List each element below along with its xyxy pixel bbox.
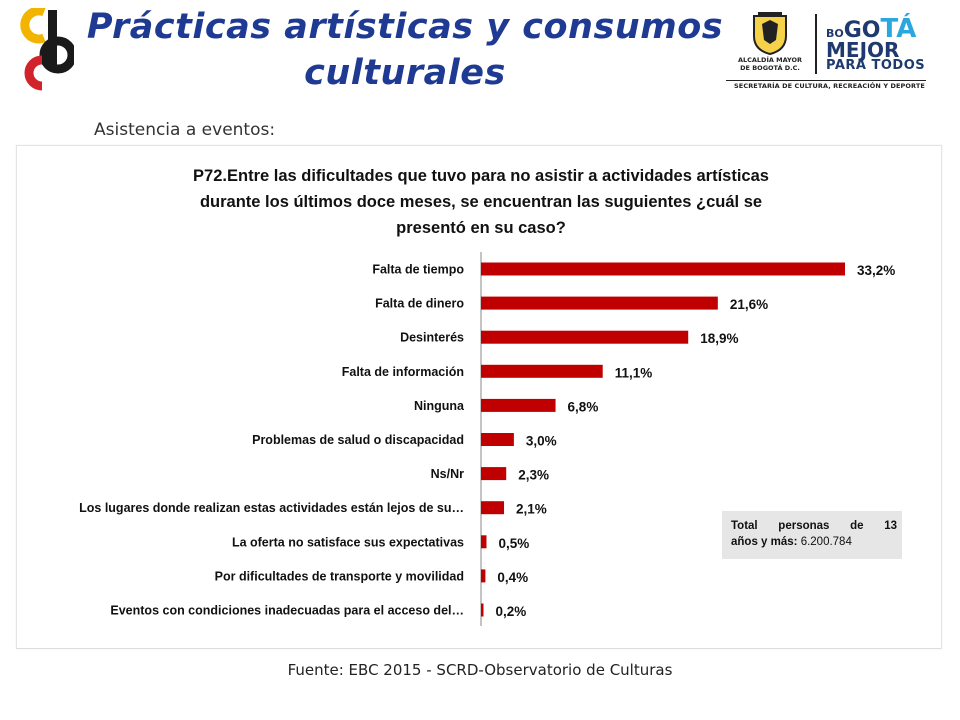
- bar: [481, 262, 845, 276]
- chart-frame: [16, 145, 942, 649]
- bar: [481, 398, 556, 412]
- chart-title-line-3: presentó en su caso?: [396, 219, 566, 237]
- alcaldia-line-1: ALCALDÍA MAYOR: [737, 56, 803, 64]
- section-subtitle: Asistencia a eventos:: [94, 120, 276, 140]
- logo-separator: [815, 14, 817, 74]
- category-label: Ninguna: [414, 399, 465, 413]
- bogota-big: GO: [843, 18, 881, 43]
- source-note: Fuente: EBC 2015 - SCRD-Observatorio de …: [287, 661, 673, 679]
- category-label: Los lugares donde realizan estas activid…: [79, 501, 464, 515]
- chart-title: P72.Entre las dificultades que tuvo para…: [126, 163, 836, 241]
- bogota-logo-text: BOGOTÁ: [826, 14, 916, 44]
- value-label: 2,1%: [516, 502, 547, 517]
- logo-divider: [726, 80, 926, 81]
- bogota-small: BO: [826, 27, 844, 40]
- bottom-rule: [16, 648, 940, 649]
- alcaldia-text: ALCALDÍA MAYOR DE BOGOTÁ D.C.: [728, 56, 812, 72]
- para-todos-text: PARA TODOS: [826, 58, 926, 73]
- bar: [481, 330, 689, 344]
- category-label: Falta de dinero: [375, 297, 464, 311]
- value-label: 18,9%: [700, 331, 738, 346]
- page-title: Prácticas artísticas y consumos cultural…: [60, 4, 750, 96]
- total-label-line-2: años y más: 6.200.784: [731, 534, 852, 550]
- mejor-text: MEJOR: [826, 38, 900, 62]
- secretaria-text: SECRETARÍA DE CULTURA, RECREACIÓN Y DEPO…: [734, 82, 925, 90]
- page-title-line-1: Prácticas artísticas y consumos: [86, 7, 724, 47]
- alcaldia-line-2: DE BOGOTÁ D.C.: [740, 64, 800, 72]
- bar: [481, 364, 603, 378]
- total-value: 6.200.784: [800, 536, 852, 548]
- value-label: 0,4%: [497, 570, 528, 585]
- bar: [481, 501, 505, 515]
- bar: [481, 467, 507, 481]
- value-label: 2,3%: [518, 468, 549, 483]
- chart-title-line-1: P72.Entre las dificultades que tuvo para…: [193, 167, 769, 185]
- page-title-line-2: culturales: [304, 53, 506, 93]
- value-label: 33,2%: [857, 263, 895, 278]
- bar: [481, 433, 514, 446]
- value-label: 6,8%: [568, 399, 599, 414]
- bar: [481, 296, 718, 310]
- chart-title-line-2: durante los últimos doce meses, se encue…: [199, 193, 763, 211]
- category-label: Falta de tiempo: [372, 263, 464, 277]
- category-label: La oferta no satisface sus expectativas: [232, 535, 464, 549]
- category-label: Desinterés: [400, 331, 464, 345]
- total-label-text: años y más:: [731, 536, 798, 548]
- value-label: 11,1%: [615, 365, 653, 380]
- value-label: 3,0%: [526, 434, 557, 449]
- category-label: Eventos con condiciones inadecuadas para…: [110, 604, 464, 618]
- bogota-accent: TÁ: [880, 14, 917, 44]
- value-label: 0,2%: [496, 604, 527, 619]
- bar: [481, 569, 486, 583]
- category-label: Falta de información: [342, 365, 464, 379]
- category-label: Problemas de salud o discapacidad: [252, 433, 464, 447]
- value-label: 0,5%: [498, 536, 529, 551]
- value-label: 21,6%: [730, 297, 768, 312]
- total-label-line-1: Total personas de 13: [731, 520, 897, 532]
- bar: [481, 603, 484, 617]
- bar: [481, 535, 487, 549]
- total-box: Total personas de 13 años y más: 6.200.7…: [722, 511, 902, 559]
- category-label: Por dificultades de transporte y movilid…: [215, 569, 464, 583]
- ocb-logo: [20, 8, 74, 91]
- coat-of-arms-icon: [753, 12, 787, 56]
- category-label: Ns/Nr: [431, 467, 464, 481]
